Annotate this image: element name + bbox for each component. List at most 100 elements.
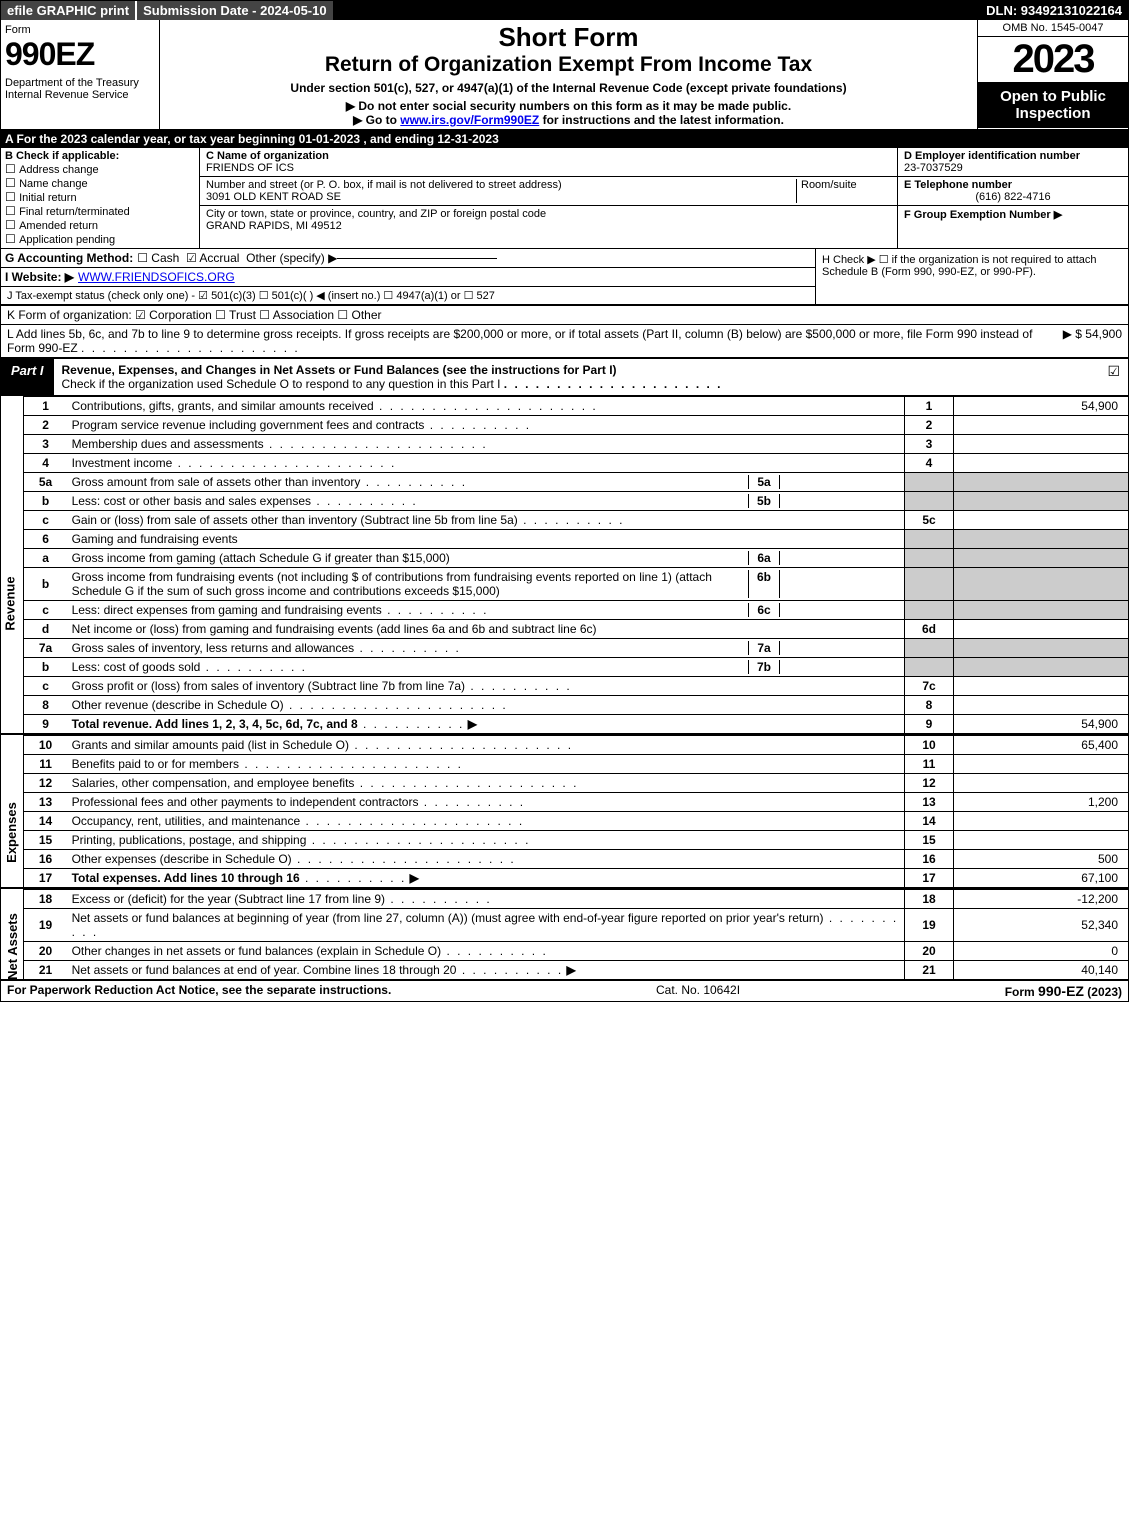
line-17: 17 Total expenses. Add lines 10 through … [24,869,1128,888]
g-other[interactable]: Other (specify) ▶ [246,251,337,265]
goto-pre: ▶ Go to [353,113,400,127]
part-i-check: Check if the organization used Schedule … [62,377,501,391]
d-val: 23-7037529 [904,162,963,174]
footer: For Paperwork Reduction Act Notice, see … [1,979,1128,1001]
g-cash[interactable]: ☐ Cash [137,251,179,265]
line-6a: a Gross income from gaming (attach Sched… [24,549,1128,568]
line-9: 9 Total revenue. Add lines 1, 2, 3, 4, 5… [24,715,1128,734]
line-20: 20 Other changes in net assets or fund b… [24,942,1128,961]
chk-amended[interactable]: Amended return [5,218,195,232]
col-b: B Check if applicable: Address change Na… [1,148,200,248]
b-label: B Check if applicable: [5,150,195,162]
part-i-desc: Revenue, Expenses, and Changes in Net As… [54,359,1100,395]
header-left: Form 990EZ Department of the Treasury In… [1,20,160,129]
part-i-header: Part I Revenue, Expenses, and Changes in… [1,357,1128,396]
l-text: L Add lines 5b, 6c, and 7b to line 9 to … [7,327,1055,355]
goto-link[interactable]: www.irs.gov/Form990EZ [400,113,539,127]
row-a: A For the 2023 calendar year, or tax yea… [1,130,1128,148]
line-6d: d Net income or (loss) from gaming and f… [24,620,1128,639]
do-not-enter: ▶ Do not enter social security numbers o… [166,99,971,113]
info-mid: C Name of organization FRIENDS OF ICS Nu… [200,148,897,248]
expenses-section: Expenses 10 Grants and similar amounts p… [1,733,1128,887]
line-16: 16 Other expenses (describe in Schedule … [24,850,1128,869]
line-13: 13 Professional fees and other payments … [24,793,1128,812]
line-10: 10 Grants and similar amounts paid (list… [24,736,1128,755]
line-12: 12 Salaries, other compensation, and emp… [24,774,1128,793]
i-lbl: I Website: ▶ [5,270,74,284]
e-row: E Telephone number (616) 822-4716 [898,177,1128,206]
i-website[interactable]: WWW.FRIENDSOFICS.ORG [78,270,235,284]
line-2: 2 Program service revenue including gove… [24,416,1128,435]
col-right: D Employer identification number 23-7037… [897,148,1128,248]
form-number: 990EZ [5,36,155,73]
top-bar: efile GRAPHIC print Submission Date - 20… [1,1,1128,20]
under-section: Under section 501(c), 527, or 4947(a)(1)… [166,81,971,95]
form-990ez: efile GRAPHIC print Submission Date - 20… [0,0,1129,1002]
efile-label[interactable]: efile GRAPHIC print [1,1,137,20]
line-4: 4 Investment income 4 [24,454,1128,473]
header-center: Short Form Return of Organization Exempt… [160,20,977,129]
chk-pending[interactable]: Application pending [5,232,195,246]
h-row: H Check ▶ ☐ if the organization is not r… [815,249,1128,304]
arrow-icon [464,717,477,731]
form-word: Form [5,24,155,36]
c-city-val: GRAND RAPIDS, MI 49512 [206,220,342,232]
c-street-lbl: Number and street (or P. O. box, if mail… [206,179,562,191]
line-18: 18 Excess or (deficit) for the year (Sub… [24,890,1128,909]
short-form-title: Short Form [166,22,971,53]
line-6: 6 Gaming and fundraising events [24,530,1128,549]
part-i-checkbox[interactable]: ☑ [1099,359,1128,395]
line-11: 11 Benefits paid to or for members 11 [24,755,1128,774]
d-row: D Employer identification number 23-7037… [898,148,1128,177]
netassets-table: 18 Excess or (deficit) for the year (Sub… [24,889,1128,979]
chk-name-change[interactable]: Name change [5,176,195,190]
c-name-row: C Name of organization FRIENDS OF ICS [200,148,897,177]
netassets-vlabel: Net Assets [1,889,24,979]
g-accrual[interactable]: ☑ Accrual [186,251,239,265]
line-8: 8 Other revenue (describe in Schedule O)… [24,696,1128,715]
expenses-table: 10 Grants and similar amounts paid (list… [24,735,1128,887]
g-lbl: G Accounting Method: [5,251,133,265]
line-7c: c Gross profit or (loss) from sales of i… [24,677,1128,696]
header: Form 990EZ Department of the Treasury In… [1,20,1128,130]
c-name-lbl: C Name of organization [206,150,329,162]
j-row: J Tax-exempt status (check only one) - ☑… [1,286,815,304]
line-7b: b Less: cost of goods sold 7b [24,658,1128,677]
footer-form: Form 990-EZ (2023) [1005,983,1122,999]
c-city-row: City or town, state or province, country… [200,206,897,234]
line-6b: b Gross income from fundraising events (… [24,568,1128,601]
line-14: 14 Occupancy, rent, utilities, and maint… [24,812,1128,831]
c-name-val: FRIENDS OF ICS [206,162,294,174]
part-i-tab: Part I [1,359,54,395]
g-other-line[interactable] [337,258,497,259]
k-row: K Form of organization: ☑ Corporation ☐ … [1,304,1128,324]
line-1: 1 Contributions, gifts, grants, and simi… [24,397,1128,416]
c-room-lbl: Room/suite [801,179,857,191]
line-15: 15 Printing, publications, postage, and … [24,831,1128,850]
line-19: 19 Net assets or fund balances at beginn… [24,909,1128,942]
netassets-section: Net Assets 18 Excess or (deficit) for th… [1,887,1128,979]
revenue-vlabel: Revenue [1,396,24,733]
department: Department of the Treasury Internal Reve… [5,77,155,101]
goto-post: for instructions and the latest informat… [539,113,784,127]
e-val: (616) 822-4716 [904,191,1122,203]
chk-final-return[interactable]: Final return/terminated [5,204,195,218]
d-lbl: D Employer identification number [904,150,1080,162]
line-5b: b Less: cost or other basis and sales ex… [24,492,1128,511]
c-street-row: Number and street (or P. O. box, if mail… [200,177,897,206]
l-dots [81,341,300,355]
info-grid: B Check if applicable: Address change Na… [1,148,1128,248]
open-public: Open to Public Inspection [978,82,1128,128]
e-lbl: E Telephone number [904,179,1012,191]
f-row: F Group Exemption Number ▶ [898,206,1128,223]
chk-initial-return[interactable]: Initial return [5,190,195,204]
submission-date: Submission Date - 2024-05-10 [137,1,333,20]
footer-left: For Paperwork Reduction Act Notice, see … [7,983,391,999]
line-6c: c Less: direct expenses from gaming and … [24,601,1128,620]
g-row: G Accounting Method: ☐ Cash ☑ Accrual Ot… [1,249,815,267]
goto-row: ▶ Go to www.irs.gov/Form990EZ for instru… [166,113,971,127]
footer-cat: Cat. No. 10642I [656,983,740,999]
line-21: 21 Net assets or fund balances at end of… [24,961,1128,980]
chk-address-change[interactable]: Address change [5,162,195,176]
c-street-val: 3091 OLD KENT ROAD SE [206,191,341,203]
